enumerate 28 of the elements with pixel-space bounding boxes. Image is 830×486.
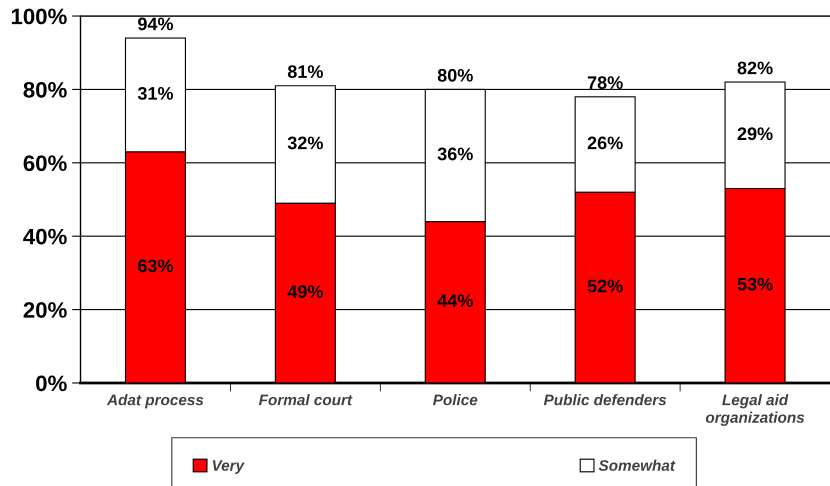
data-label: 63% bbox=[138, 259, 174, 272]
y-tick-label: 0% bbox=[36, 376, 67, 392]
legend-label: Very bbox=[212, 460, 245, 474]
total-label: 94% bbox=[138, 18, 174, 30]
total-label: 78% bbox=[588, 76, 623, 90]
data-label: 52% bbox=[588, 280, 623, 292]
y-tick-label: 60% bbox=[24, 155, 67, 172]
x-tick-label: Public defenders bbox=[544, 394, 666, 406]
x-tick-label: Police bbox=[433, 394, 478, 406]
data-label: 36% bbox=[438, 148, 473, 160]
x-tick-label: Legal aid organizations bbox=[706, 394, 804, 426]
y-tick-label: 40% bbox=[23, 228, 67, 244]
x-tick-label: Formal court bbox=[258, 394, 353, 406]
data-label: 49% bbox=[288, 285, 323, 298]
data-label: 53% bbox=[738, 278, 773, 291]
total-label: 82% bbox=[738, 62, 773, 74]
y-tick-label: 20% bbox=[24, 302, 67, 318]
data-label: 32% bbox=[288, 136, 323, 150]
total-label: 81% bbox=[288, 65, 323, 78]
data-label: 26% bbox=[588, 136, 623, 150]
y-tick-label: 100% bbox=[12, 8, 67, 24]
y-tick-label: 80% bbox=[24, 82, 67, 98]
data-label: 31% bbox=[138, 86, 174, 100]
legend-label: Somewhat bbox=[598, 460, 676, 471]
total-label: 80% bbox=[438, 68, 473, 82]
data-label: 29% bbox=[738, 127, 773, 140]
x-tick-label: Adat process bbox=[106, 394, 204, 408]
data-label: 44% bbox=[437, 294, 473, 308]
